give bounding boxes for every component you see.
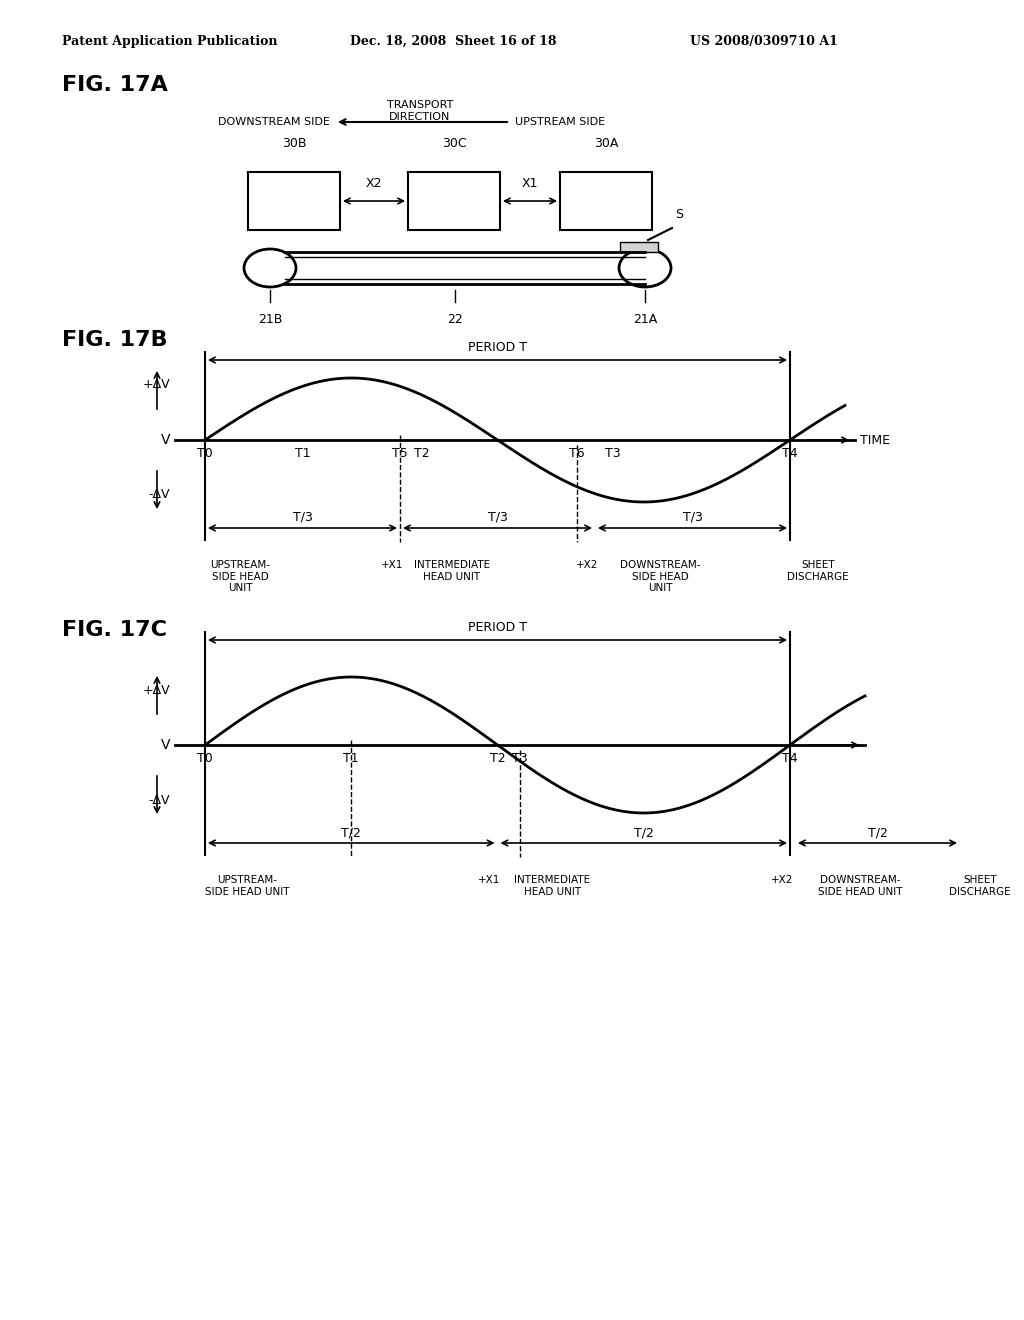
Text: T6: T6 [569, 447, 585, 459]
Text: T0: T0 [198, 752, 213, 766]
Text: DOWNSTREAM-
SIDE HEAD
UNIT: DOWNSTREAM- SIDE HEAD UNIT [620, 560, 700, 593]
Text: V: V [161, 433, 170, 447]
Text: T3: T3 [605, 447, 621, 459]
Bar [408, 172, 500, 230]
Text: X1: X1 [522, 177, 539, 190]
Text: T1: T1 [343, 752, 359, 766]
Text: V: V [161, 738, 170, 752]
Text: T/2: T/2 [867, 826, 888, 840]
Text: T/2: T/2 [634, 826, 653, 840]
Text: PERIOD T: PERIOD T [468, 620, 527, 634]
Text: T4: T4 [782, 752, 798, 766]
Text: +X1: +X1 [381, 560, 403, 570]
Text: SHEET
DISCHARGE: SHEET DISCHARGE [787, 560, 849, 582]
Text: T0: T0 [198, 447, 213, 459]
Text: T/3: T/3 [683, 511, 702, 524]
Text: INTERMEDIATE
HEAD UNIT: INTERMEDIATE HEAD UNIT [414, 560, 490, 582]
Text: +ΔV: +ΔV [142, 379, 170, 392]
Text: T/3: T/3 [487, 511, 508, 524]
Text: UPSTREAM SIDE: UPSTREAM SIDE [515, 117, 605, 127]
Text: SHEET
DISCHARGE: SHEET DISCHARGE [949, 875, 1011, 896]
Text: +X2: +X2 [771, 875, 794, 884]
Text: 21A: 21A [633, 313, 657, 326]
Text: DOWNSTREAM-
SIDE HEAD UNIT: DOWNSTREAM- SIDE HEAD UNIT [818, 875, 902, 896]
Text: T/2: T/2 [341, 826, 361, 840]
Text: +ΔV: +ΔV [142, 684, 170, 697]
Bar [560, 172, 652, 230]
Text: +X2: +X2 [575, 560, 598, 570]
Text: 21B: 21B [258, 313, 283, 326]
Text: INTERMEDIATE
HEAD UNIT: INTERMEDIATE HEAD UNIT [514, 875, 591, 896]
Text: T3: T3 [512, 752, 527, 766]
Text: S: S [675, 209, 683, 222]
Text: -ΔV: -ΔV [148, 793, 170, 807]
Text: Dec. 18, 2008  Sheet 16 of 18: Dec. 18, 2008 Sheet 16 of 18 [350, 36, 556, 48]
Text: FIG. 17A: FIG. 17A [62, 75, 168, 95]
Text: T5: T5 [392, 447, 408, 459]
Text: X2: X2 [366, 177, 382, 190]
Text: 22: 22 [447, 313, 463, 326]
Text: DOWNSTREAM SIDE: DOWNSTREAM SIDE [218, 117, 330, 127]
Text: UPSTREAM-
SIDE HEAD
UNIT: UPSTREAM- SIDE HEAD UNIT [210, 560, 270, 593]
Text: T2: T2 [414, 447, 430, 459]
Text: -ΔV: -ΔV [148, 488, 170, 502]
Text: FIG. 17C: FIG. 17C [62, 620, 167, 640]
Text: T2: T2 [489, 752, 505, 766]
Text: 30A: 30A [594, 137, 618, 150]
Text: +X1: +X1 [478, 875, 501, 884]
Text: 30C: 30C [441, 137, 466, 150]
Text: 30B: 30B [282, 137, 306, 150]
Bar [248, 172, 340, 230]
Text: T/3: T/3 [293, 511, 312, 524]
Bar [620, 242, 658, 252]
Text: TIME: TIME [860, 433, 890, 446]
Text: TRANSPORT
DIRECTION: TRANSPORT DIRECTION [387, 100, 454, 121]
Text: Patent Application Publication: Patent Application Publication [62, 36, 278, 48]
Text: US 2008/0309710 A1: US 2008/0309710 A1 [690, 36, 838, 48]
Text: UPSTREAM-
SIDE HEAD UNIT: UPSTREAM- SIDE HEAD UNIT [205, 875, 289, 896]
Text: PERIOD T: PERIOD T [468, 341, 527, 354]
Text: T1: T1 [295, 447, 310, 459]
Text: FIG. 17B: FIG. 17B [62, 330, 168, 350]
Text: T4: T4 [782, 447, 798, 459]
